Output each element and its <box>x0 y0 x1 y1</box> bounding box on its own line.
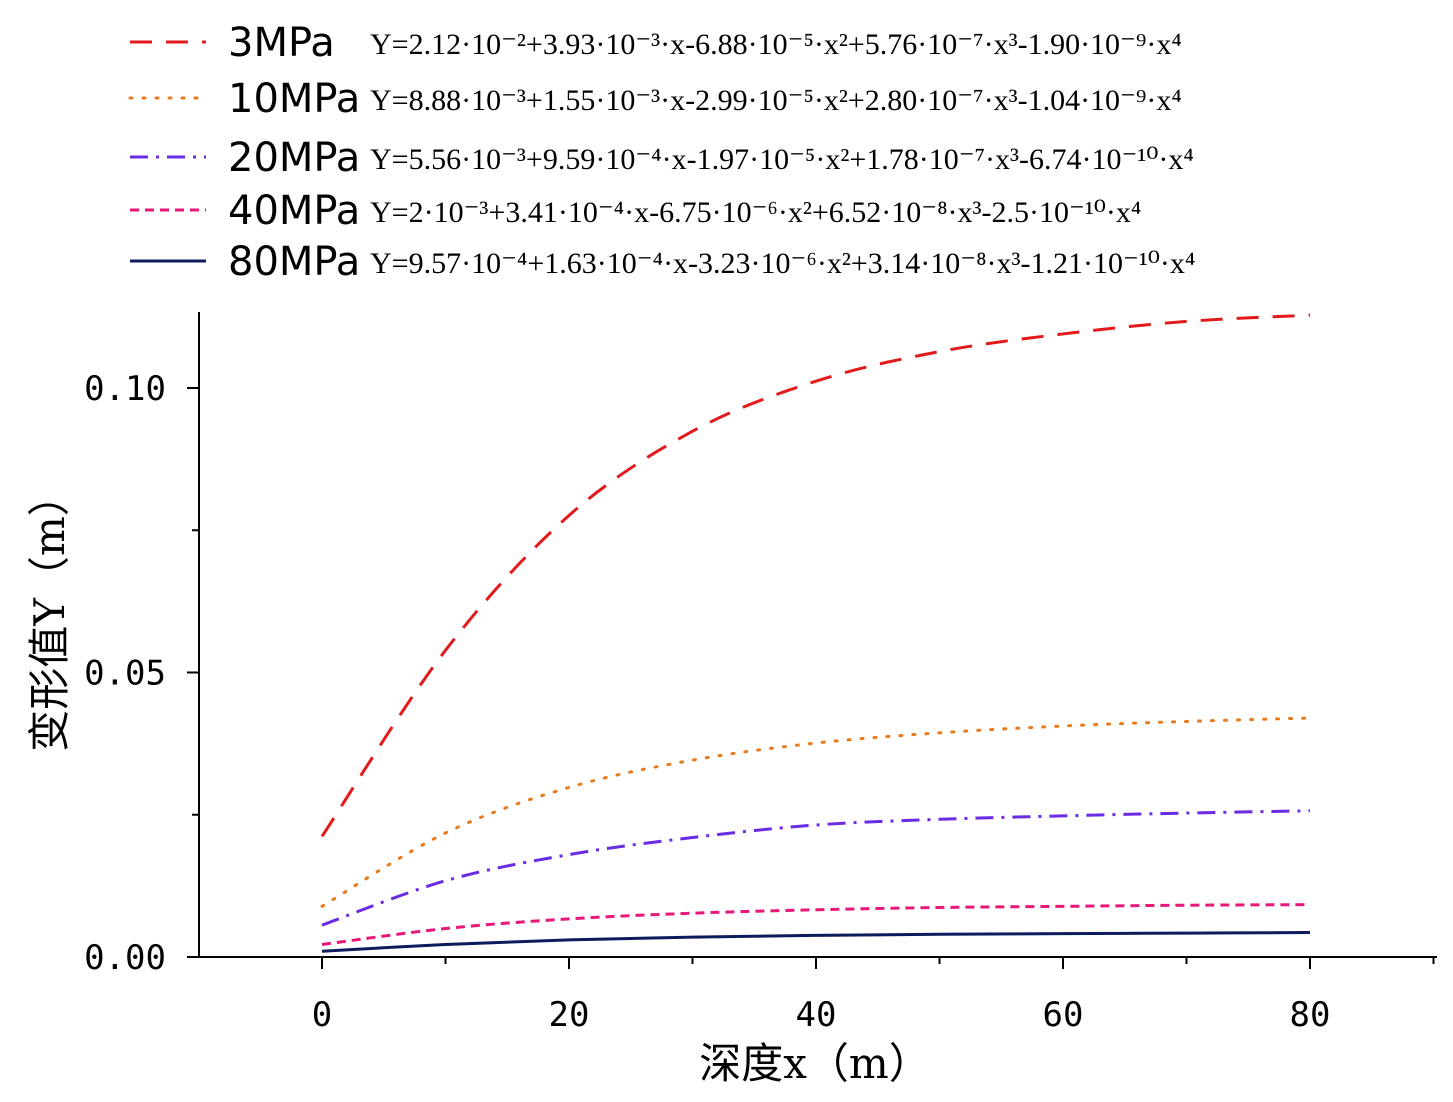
legend-series-name: 40MPa <box>228 188 360 234</box>
x-tick-label: 20 <box>549 995 590 1035</box>
legend-equation: Y=2·10⁻³+3.41·10⁻⁴·x-6.75·10⁻⁶·x²+6.52·1… <box>370 196 1141 229</box>
legend-equation: Y=5.56·10⁻³+9.59·10⁻⁴·x-1.97·10⁻⁵·x²+1.7… <box>370 143 1194 176</box>
legend-series-name: 10MPa <box>228 76 360 122</box>
series-line-3mpa <box>320 313 1311 838</box>
series-line-10mpa <box>320 716 1312 908</box>
legend-equation: Y=9.57·10⁻⁴+1.63·10⁻⁴·x-3.23·10⁻⁶·x²+3.1… <box>370 247 1195 280</box>
series-line-40mpa <box>321 903 1311 946</box>
legend-equation: Y=2.12·10⁻²+3.93·10⁻³·x-6.88·10⁻⁵·x²+5.7… <box>370 28 1182 61</box>
y-tick-label: 0.00 <box>84 938 166 978</box>
legend-equation: Y=8.88·10⁻³+1.55·10⁻³·x-2.99·10⁻⁵·x²+2.8… <box>370 84 1182 117</box>
x-axis-title: 深度x（m） <box>699 1039 931 1088</box>
legend-series-name: 3MPa <box>228 20 335 66</box>
x-tick-label: 0 <box>312 995 332 1035</box>
series-group <box>320 313 1312 953</box>
legend-series-name: 80MPa <box>228 239 360 285</box>
y-tick-label: 0.05 <box>84 654 166 694</box>
y-tick-label: 0.10 <box>84 369 166 409</box>
axes: 0 20 40 60 80 0.00 0.05 0.10 <box>84 312 1437 1035</box>
x-tick-label: 80 <box>1290 995 1331 1035</box>
x-tick-label: 40 <box>796 995 837 1035</box>
legend-series-name: 20MPa <box>228 135 360 181</box>
series-line-80mpa <box>321 931 1311 953</box>
x-tick-label: 60 <box>1043 995 1084 1035</box>
series-line-20mpa <box>321 809 1311 927</box>
legend: 3MPa Y=2.12·10⁻²+3.93·10⁻³·x-6.88·10⁻⁵·x²… <box>128 20 1195 285</box>
y-axis-title: 变形值Y（m） <box>25 474 74 752</box>
